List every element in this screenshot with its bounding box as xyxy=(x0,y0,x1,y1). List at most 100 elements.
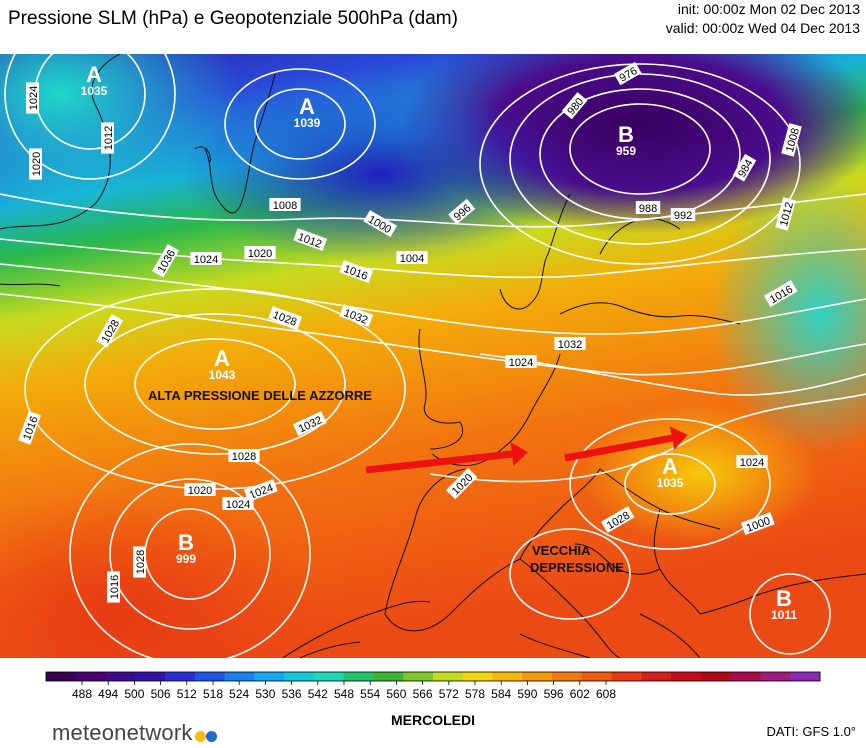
color-scale-swatch xyxy=(165,672,196,681)
isobar-label-box xyxy=(29,148,42,180)
isobar-label-box xyxy=(613,61,642,86)
color-scale-label: 506 xyxy=(151,687,171,701)
meteonetwork-logo: meteonetwork xyxy=(52,720,217,748)
isobar-label-box xyxy=(775,197,796,231)
pressure-center-value: 1011 xyxy=(771,608,797,622)
color-scale-bar xyxy=(45,671,821,682)
color-scale-swatch xyxy=(75,672,107,681)
logo-dots-icon xyxy=(194,722,217,748)
arrow-head xyxy=(669,426,688,450)
color-scale-label: 542 xyxy=(308,687,328,701)
logo-text: meteonetwork xyxy=(52,720,193,745)
isobar-label-box xyxy=(670,208,696,221)
isobar-label: 1008 xyxy=(269,198,301,212)
isobar-label-text: 1024 xyxy=(194,254,218,266)
pressure-center-letter: B xyxy=(178,530,194,555)
pressure-center-letter: A xyxy=(86,62,102,87)
isobar-label: 992 xyxy=(670,208,696,222)
color-scale-swatch xyxy=(641,672,672,681)
data-source: DATI: GFS 1.0° xyxy=(766,724,856,739)
isobar-label-box xyxy=(446,468,478,500)
isobar-label-box xyxy=(292,411,327,437)
color-scale-border xyxy=(45,671,821,682)
color-scale-label: 590 xyxy=(517,687,537,701)
color-scale-label: 572 xyxy=(439,687,459,701)
isobar-label-box xyxy=(268,306,303,329)
coastlines xyxy=(0,54,866,658)
pressure-center-value: 1035 xyxy=(657,476,684,490)
isobar-label-box xyxy=(190,252,222,265)
flow-arrow xyxy=(564,426,688,462)
pressure-center-value: 1035 xyxy=(81,84,108,98)
isobar-label-box xyxy=(96,313,123,348)
isobar-label-box xyxy=(740,512,775,535)
color-scale-swatch xyxy=(522,672,553,681)
isobar-label-text: 1028 xyxy=(232,451,256,463)
color-scale-label: 494 xyxy=(98,687,118,701)
isobar-label-box xyxy=(561,92,588,120)
color-scale-label: 512 xyxy=(177,687,197,701)
isobar-label-text: 1024 xyxy=(226,499,250,511)
arrow-shaft xyxy=(365,450,513,474)
color-scale-swatch xyxy=(700,672,732,681)
isobar-label-box xyxy=(293,228,328,251)
isobar-label-box xyxy=(732,153,757,182)
isobar-label-box xyxy=(600,506,635,533)
isobar-label-box xyxy=(101,122,114,154)
isobar-label-text: 1020 xyxy=(31,152,43,176)
isobar-label: 1024 xyxy=(736,455,768,469)
isobar-label-box xyxy=(339,260,374,283)
color-scale-swatch xyxy=(552,672,583,681)
pressure-center-value: 1043 xyxy=(209,368,236,382)
isobar-label: 1012 xyxy=(101,122,115,154)
isobar-label-box xyxy=(736,455,768,468)
isobar-label-box xyxy=(243,479,278,502)
color-scale-label: 500 xyxy=(124,687,144,701)
color-scale-label: 488 xyxy=(72,687,92,701)
isobar-label-text: 1024 xyxy=(28,86,40,110)
isobar-label-text: 1016 xyxy=(109,575,121,599)
color-scale-swatch xyxy=(671,672,702,681)
color-scale-label: 548 xyxy=(334,687,354,701)
init-time: init: 00:00z Mon 02 Dec 2013 xyxy=(677,1,860,17)
isobar-label-box xyxy=(554,337,586,350)
pressure-center-letter: B xyxy=(776,586,792,611)
isobar-label-box xyxy=(448,198,476,225)
color-scale-labels: 488 494 500 506 512 518 524 530 536 542 548 554 560 5… xyxy=(72,681,616,701)
isobar-label-text: 1020 xyxy=(248,248,272,260)
old-depression-label-2: DEPRESSIONE xyxy=(530,560,624,575)
isobar-label-box xyxy=(18,410,41,445)
isobar-label-box xyxy=(781,123,802,157)
color-scale-label: 578 xyxy=(465,687,485,701)
color-scale-swatch xyxy=(611,672,642,681)
color-scale-label: 596 xyxy=(544,687,564,701)
isobar-label-box xyxy=(339,304,374,327)
valid-time: valid: 00:00z Wed 04 Dec 2013 xyxy=(665,20,860,36)
color-scale-label: 608 xyxy=(596,687,616,701)
isobar-label: 1032 xyxy=(554,337,586,351)
isobar-label-box xyxy=(26,82,39,114)
azores-high-label: ALTA PRESSIONE DELLE AZZORRE xyxy=(148,388,372,403)
isobar-label-box xyxy=(133,546,146,578)
isobar-label-box xyxy=(363,210,398,237)
color-scale-legend: 488 494 500 506 512 518 524 530 536 542 548 554 560 5… xyxy=(45,671,821,701)
flow-arrow xyxy=(365,442,528,474)
color-scale-swatch xyxy=(760,672,791,681)
color-scale-label: 518 xyxy=(203,687,223,701)
isobar-label-box xyxy=(396,251,428,264)
color-scale-label: 536 xyxy=(282,687,302,701)
color-scale-swatch xyxy=(105,672,136,681)
pressure-center-value: 999 xyxy=(176,552,196,566)
color-scale-swatch xyxy=(790,672,821,681)
color-scale-swatch xyxy=(46,672,77,681)
isobar-label-text: 988 xyxy=(639,203,657,215)
color-scale-label: 560 xyxy=(386,687,406,701)
pressure-center-letter: B xyxy=(618,122,634,147)
isobar-label-box xyxy=(763,280,798,307)
color-scale-label: 566 xyxy=(413,687,433,701)
